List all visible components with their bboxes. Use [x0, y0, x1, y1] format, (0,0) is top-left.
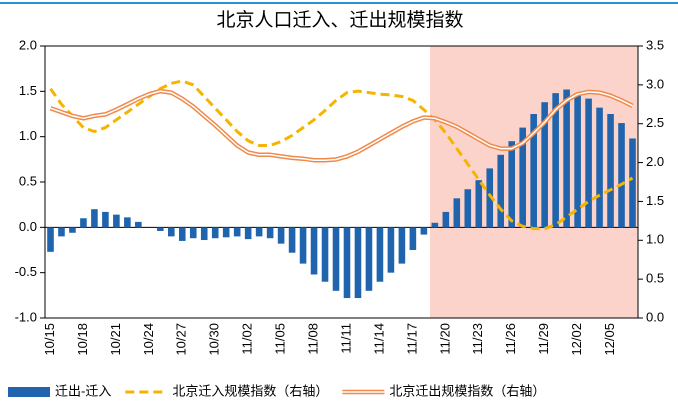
bar — [91, 209, 98, 228]
y-tick-label: -0.5 — [15, 264, 37, 279]
bar — [530, 114, 537, 228]
bar — [398, 227, 406, 264]
bar — [497, 154, 505, 228]
line-inner — [50, 90, 633, 161]
bar — [157, 227, 164, 231]
x-tick-label: 11/08 — [305, 323, 320, 355]
y2-tick-label: 0.0 — [646, 309, 664, 324]
bar — [442, 211, 450, 228]
bar — [299, 227, 307, 264]
legend-label: 北京迁出规模指数（右轴） — [389, 383, 545, 398]
bar — [596, 107, 603, 228]
bar — [486, 168, 494, 228]
y2-tick-label: 2.5 — [646, 115, 664, 130]
bar — [464, 189, 472, 228]
bar — [541, 102, 548, 228]
y-tick-label: 2.0 — [19, 37, 37, 52]
bar — [607, 114, 614, 228]
bar — [124, 217, 131, 228]
bar — [135, 221, 142, 228]
bar — [255, 227, 263, 237]
y-tick-label: 0.0 — [19, 219, 37, 234]
bar — [365, 227, 373, 291]
x-tick-label: 11/26 — [503, 323, 518, 355]
chart-title: 北京人口迁入、迁出规模指数 — [216, 9, 463, 31]
x-tick-label: 11/02 — [240, 323, 255, 355]
bar — [58, 227, 65, 237]
bar — [69, 227, 76, 233]
y-tick-label: 1.0 — [19, 128, 37, 143]
bar — [332, 227, 340, 291]
bar — [310, 227, 318, 275]
bar — [167, 227, 175, 237]
y-tick-label: -1.0 — [15, 309, 37, 324]
bar — [189, 227, 197, 239]
bar — [431, 222, 439, 228]
legend-label: 北京迁入规模指数（右轴） — [172, 383, 328, 398]
bar — [343, 227, 351, 299]
bar — [266, 227, 274, 239]
bar — [211, 227, 219, 239]
x-tick-label: 10/21 — [108, 323, 123, 356]
bar — [453, 198, 461, 228]
bar — [475, 180, 483, 228]
bar — [376, 227, 384, 282]
bar — [420, 227, 428, 235]
x-tick-label: 10/27 — [174, 323, 189, 356]
x-tick-label: 10/30 — [207, 323, 222, 356]
x-tick-label: 11/17 — [404, 323, 419, 355]
bar — [222, 227, 230, 238]
bar — [585, 98, 592, 228]
bar — [200, 227, 208, 241]
bar — [244, 227, 252, 240]
x-tick-label: 11/23 — [470, 323, 485, 355]
y2-tick-label: 1.5 — [646, 193, 664, 208]
bar — [80, 218, 87, 228]
bar — [552, 93, 559, 228]
x-tick-label: 10/15 — [42, 323, 57, 356]
bar — [629, 138, 636, 228]
bar — [178, 227, 186, 241]
x-tick-label: 11/05 — [273, 323, 288, 355]
bar — [563, 89, 570, 228]
x-tick-label: 11/29 — [536, 323, 551, 355]
bar — [288, 227, 296, 253]
y2-tick-label: 2.0 — [646, 154, 664, 169]
y2-tick-label: 3.0 — [646, 76, 664, 91]
x-tick-label: 11/14 — [371, 323, 386, 355]
bar — [519, 127, 526, 228]
bar — [102, 211, 109, 228]
x-tick-label: 11/20 — [437, 323, 452, 355]
bar — [113, 214, 120, 228]
legend-label: 迁出-迁入 — [55, 383, 111, 398]
y2-tick-label: 1.0 — [646, 232, 664, 247]
y2-tick-label: 3.5 — [646, 37, 664, 52]
bar — [47, 227, 54, 252]
x-tick-label: 11/11 — [338, 323, 353, 354]
x-tick-label: 12/02 — [569, 323, 584, 356]
bar — [321, 227, 329, 282]
bar — [409, 227, 417, 250]
bar — [618, 123, 625, 228]
bar — [508, 141, 516, 228]
y2-tick-label: 0.5 — [646, 271, 664, 286]
bar — [277, 227, 285, 244]
x-tick-label: 12/05 — [602, 323, 617, 356]
line — [49, 79, 634, 231]
legend-swatch — [8, 387, 50, 397]
bar — [574, 93, 581, 228]
x-tick-label: 10/18 — [75, 323, 90, 356]
y-tick-label: 1.5 — [19, 83, 37, 98]
bar — [387, 227, 395, 273]
x-tick-label: 10/24 — [141, 323, 156, 356]
bar — [354, 227, 362, 299]
bar — [233, 227, 241, 237]
y-tick-label: 0.5 — [19, 173, 37, 188]
